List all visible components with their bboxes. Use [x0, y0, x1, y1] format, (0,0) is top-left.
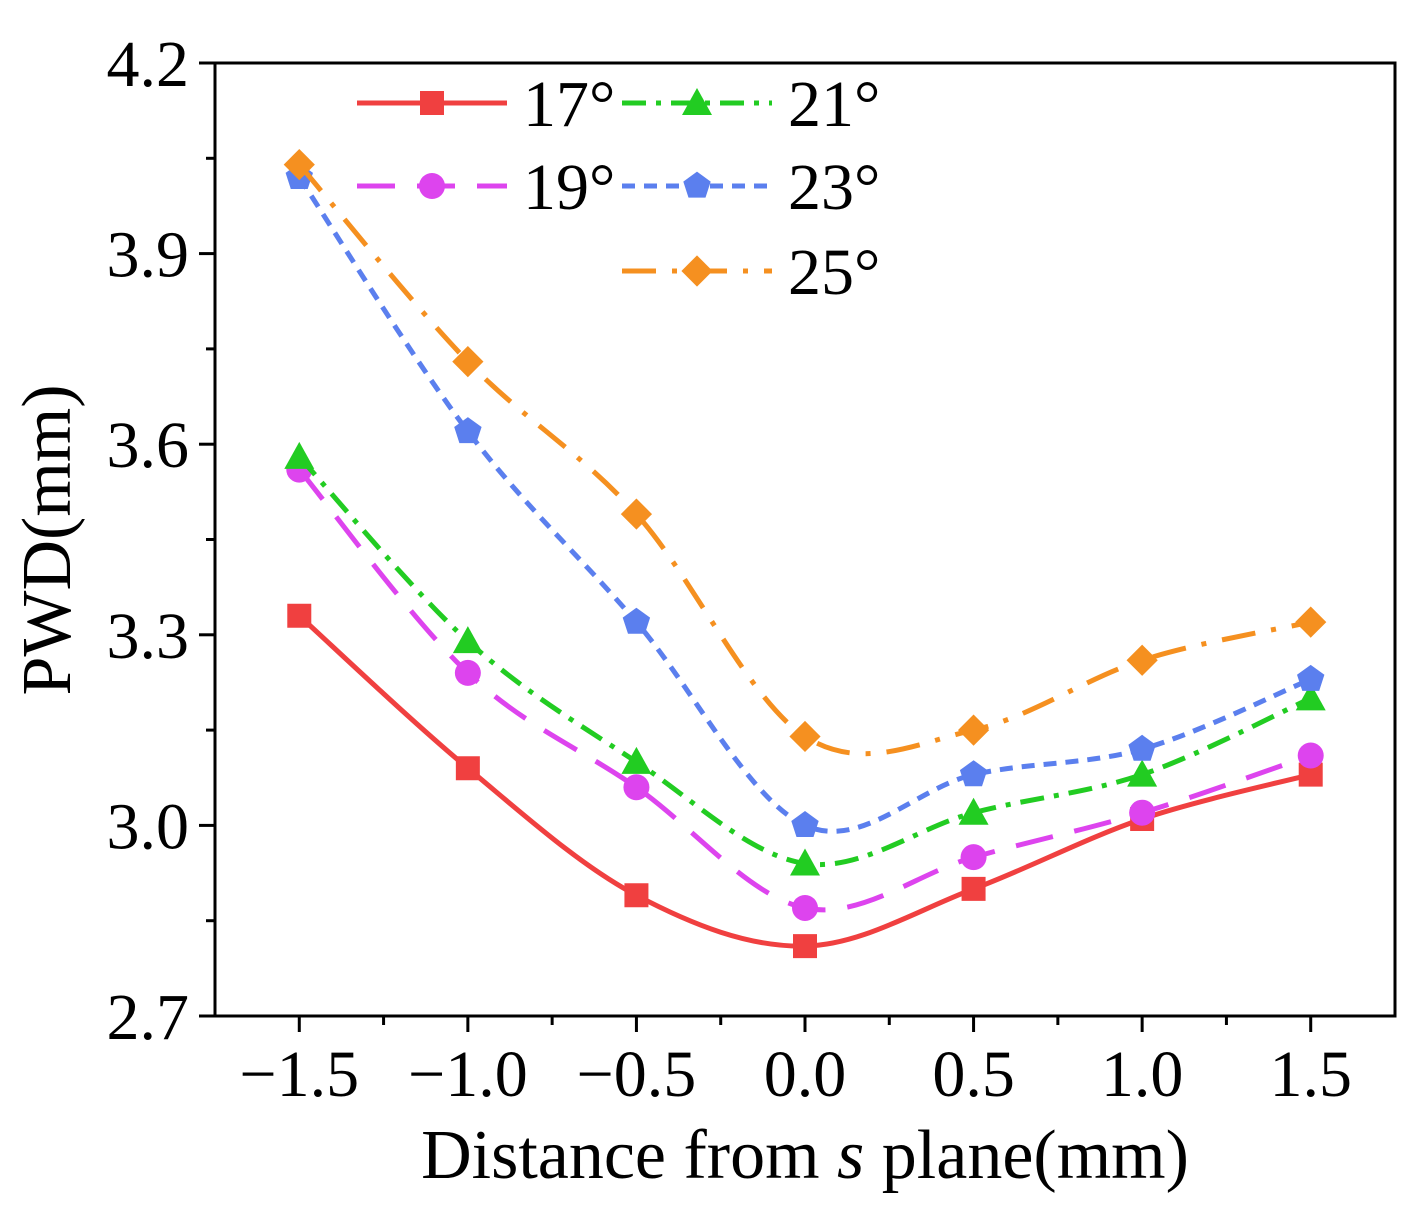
y-tick-label: 2.7 — [107, 981, 190, 1054]
data-point-3-1 — [454, 417, 482, 444]
data-point-2-4 — [958, 797, 989, 825]
x-tick-label: 1.0 — [1101, 1038, 1184, 1111]
legend-item-4: 25° — [622, 236, 880, 309]
data-point-2-3 — [790, 848, 820, 876]
y-tick-label: 3.0 — [107, 790, 190, 863]
data-point-3-4 — [959, 760, 988, 787]
x-axis-title-variable: s — [837, 1117, 864, 1194]
legend-marker-2 — [682, 88, 712, 115]
data-point-4-4 — [957, 714, 990, 746]
series-layer — [283, 149, 1327, 959]
data-point-3-3 — [791, 811, 819, 837]
y-tick-label: 3.3 — [107, 600, 190, 673]
data-point-3-6 — [1297, 664, 1325, 691]
series-line-1 — [297, 468, 1312, 913]
data-point-0-1 — [455, 756, 480, 781]
legend-item-2: 21° — [622, 68, 880, 141]
x-tick-label: 0.5 — [932, 1038, 1015, 1111]
legend-marker-4 — [681, 255, 713, 287]
data-point-2-5 — [1127, 759, 1158, 787]
data-point-3-2 — [622, 607, 651, 634]
legend-item-0: 17° — [357, 68, 615, 141]
data-point-4-1 — [452, 346, 484, 378]
data-point-0-3 — [793, 934, 817, 959]
series-line-4 — [297, 163, 1312, 757]
series-line-2 — [297, 455, 1312, 868]
legend-marker-3 — [683, 171, 711, 198]
legend-label-4: 25° — [788, 236, 880, 309]
legend-marker-0 — [420, 91, 444, 115]
data-point-1-4 — [960, 844, 987, 871]
legend-label-0: 17° — [523, 68, 615, 141]
data-point-2-1 — [452, 626, 483, 654]
legend-marker-1 — [419, 173, 445, 199]
data-point-1-5 — [1129, 799, 1156, 826]
data-point-4-6 — [1295, 606, 1327, 638]
data-point-1-3 — [792, 894, 818, 921]
legend-label-3: 23° — [788, 151, 880, 224]
data-point-2-0 — [284, 441, 315, 469]
y-tick-label: 4.2 — [107, 28, 190, 101]
y-tick-label: 3.6 — [107, 409, 190, 482]
x-tick-label: −1.5 — [239, 1038, 359, 1111]
y-tick-label: 3.9 — [107, 219, 190, 292]
data-point-1-2 — [623, 774, 650, 801]
data-point-1-6 — [1297, 742, 1324, 769]
series-4 — [283, 149, 1327, 757]
data-point-4-2 — [620, 498, 653, 530]
data-point-0-4 — [961, 876, 986, 901]
legend-item-1: 19° — [357, 151, 615, 224]
legend-label-2: 21° — [788, 68, 880, 141]
x-tick-label: −0.5 — [577, 1038, 697, 1111]
x-tick-label: 1.5 — [1269, 1038, 1352, 1111]
x-axis-title: Distance from s plane(mm) — [421, 1117, 1189, 1194]
data-point-4-5 — [1126, 644, 1158, 676]
series-2 — [284, 441, 1326, 876]
x-tick-label: 0.0 — [764, 1038, 847, 1111]
data-point-4-0 — [283, 149, 315, 181]
data-point-0-6 — [1298, 762, 1323, 787]
data-point-2-2 — [621, 746, 652, 774]
data-point-4-3 — [789, 720, 821, 753]
data-point-0-0 — [287, 603, 312, 628]
legend: 17° 19° 21° 23° 25° — [357, 68, 880, 309]
legend-item-3: 23° — [622, 151, 880, 224]
data-point-2-6 — [1295, 683, 1326, 711]
data-point-0-2 — [624, 883, 649, 908]
x-axis-title-prefix: Distance from — [421, 1117, 837, 1194]
axis-layer: −1.5 −1.0 −0.5 0.0 0.5 1.0 1.5 2.7 3.0 3.3 3.6 3.9 4… — [107, 28, 1352, 1111]
x-tick-label: −1.0 — [408, 1038, 528, 1111]
y-axis-title: PWD(mm) — [9, 384, 86, 695]
data-point-1-1 — [454, 659, 481, 686]
legend-label-1: 19° — [523, 151, 615, 224]
data-point-3-5 — [1128, 734, 1156, 761]
x-axis-title-suffix: plane(mm) — [864, 1117, 1189, 1194]
